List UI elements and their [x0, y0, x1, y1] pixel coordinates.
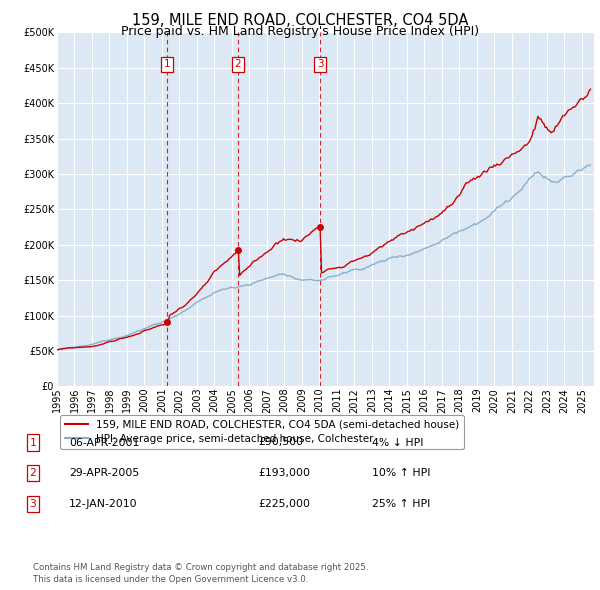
Legend: 159, MILE END ROAD, COLCHESTER, CO4 5DA (semi-detached house), HPI: Average pric: 159, MILE END ROAD, COLCHESTER, CO4 5DA … [59, 415, 464, 449]
Text: 4% ↓ HPI: 4% ↓ HPI [372, 438, 424, 447]
Text: £193,000: £193,000 [258, 468, 310, 478]
Text: This data is licensed under the Open Government Licence v3.0.: This data is licensed under the Open Gov… [33, 575, 308, 584]
Text: 1: 1 [29, 438, 37, 447]
Text: Price paid vs. HM Land Registry's House Price Index (HPI): Price paid vs. HM Land Registry's House … [121, 25, 479, 38]
Text: 3: 3 [29, 499, 37, 509]
Text: 3: 3 [317, 60, 323, 69]
Text: 10% ↑ HPI: 10% ↑ HPI [372, 468, 431, 478]
Text: 2: 2 [235, 60, 241, 69]
Text: £90,500: £90,500 [258, 438, 303, 447]
Text: Contains HM Land Registry data © Crown copyright and database right 2025.: Contains HM Land Registry data © Crown c… [33, 563, 368, 572]
Text: £225,000: £225,000 [258, 499, 310, 509]
Text: 12-JAN-2010: 12-JAN-2010 [69, 499, 137, 509]
Text: 159, MILE END ROAD, COLCHESTER, CO4 5DA: 159, MILE END ROAD, COLCHESTER, CO4 5DA [132, 13, 468, 28]
Text: 1: 1 [163, 60, 170, 69]
Text: 2: 2 [29, 468, 37, 478]
Text: 06-APR-2001: 06-APR-2001 [69, 438, 139, 447]
Text: 29-APR-2005: 29-APR-2005 [69, 468, 139, 478]
Text: 25% ↑ HPI: 25% ↑ HPI [372, 499, 430, 509]
